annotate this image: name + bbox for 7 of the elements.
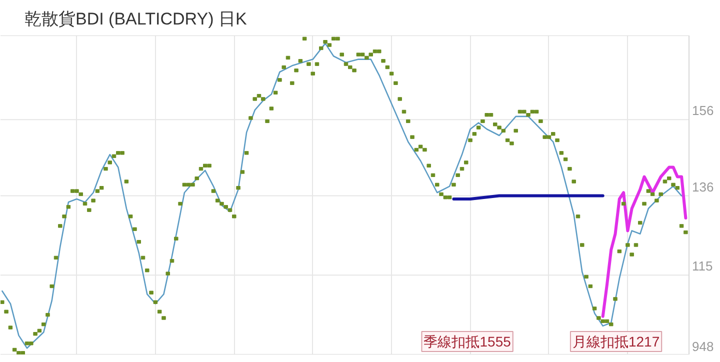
text: 156 bbox=[692, 103, 714, 118]
annotation: 季線扣抵1555 bbox=[424, 334, 512, 350]
annotation: 月線扣抵1217 bbox=[572, 334, 660, 350]
text: 136 bbox=[692, 179, 714, 194]
text: 115 bbox=[692, 258, 713, 274]
chart-title: 乾散貨BDI (BALTICDRY) 日K bbox=[24, 10, 248, 28]
text: 948 bbox=[692, 339, 714, 354]
